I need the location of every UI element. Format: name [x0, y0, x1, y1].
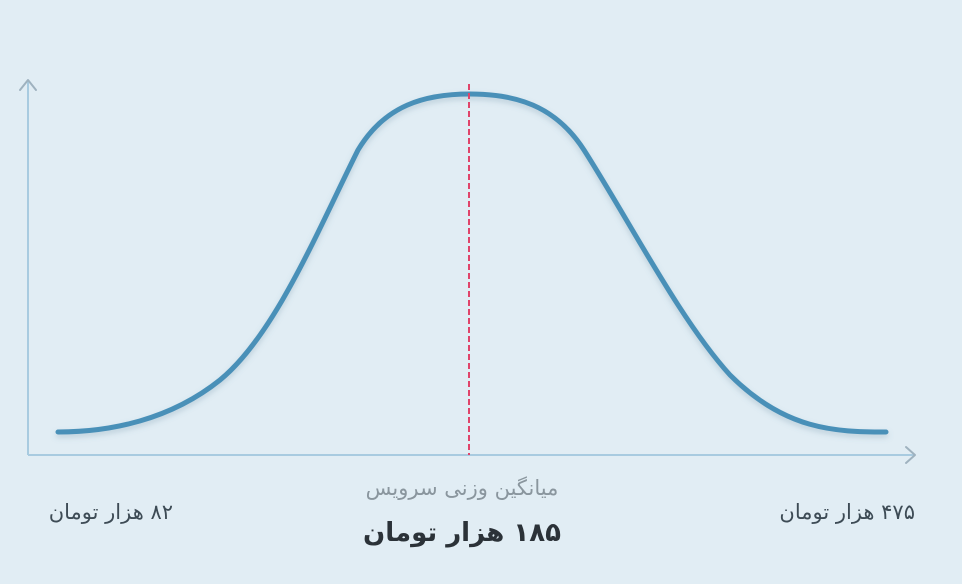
- max-value-label: ۴۷۵ هزار تومان: [779, 500, 915, 524]
- x-axis-arrow-icon: [905, 446, 916, 464]
- mean-caption: میانگین وزنی سرویس: [365, 476, 559, 500]
- mean-value-label: ۱۸۵ هزار تومان: [363, 518, 561, 548]
- min-value-label: ۸۲ هزار تومان: [48, 500, 173, 524]
- distribution-curve: [55, 91, 889, 435]
- y-axis-arrow-icon: [19, 79, 37, 91]
